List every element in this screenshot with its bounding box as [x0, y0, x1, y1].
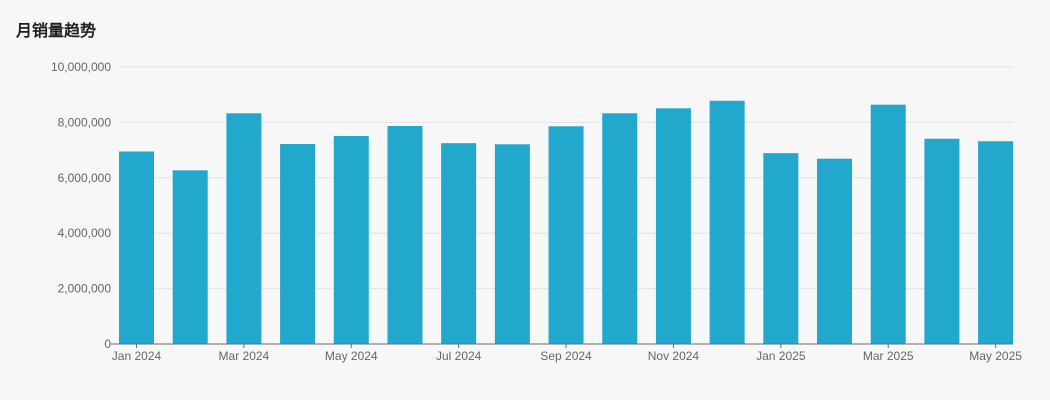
y-tick-label: 6,000,000 [58, 171, 112, 185]
bar-mar-2025 [870, 104, 906, 344]
x-tick-label: Mar 2024 [219, 349, 270, 363]
y-tick-label: 4,000,000 [58, 226, 112, 240]
bar-apr-2024 [280, 144, 316, 344]
y-tick-label: 0 [104, 337, 111, 351]
bar-apr-2025 [924, 138, 960, 344]
x-tick-label: Sep 2024 [540, 349, 592, 363]
bar-jul-2024 [441, 143, 477, 344]
x-tick-label: Nov 2024 [648, 349, 700, 363]
x-tick-label: Mar 2025 [863, 349, 914, 363]
x-tick-label: May 2024 [325, 349, 378, 363]
bar-feb-2025 [817, 158, 853, 344]
bar-may-2024 [333, 135, 369, 344]
bar-mar-2024 [226, 113, 262, 344]
bar-aug-2024 [494, 144, 530, 344]
x-tick-label: Jul 2024 [436, 349, 482, 363]
bar-jan-2024 [119, 151, 154, 344]
bar-dec-2024 [709, 100, 745, 344]
bar-feb-2024 [172, 170, 208, 344]
y-tick-label: 2,000,000 [58, 282, 112, 296]
x-tick-label: May 2025 [969, 349, 1022, 363]
x-tick-label: Jan 2025 [756, 349, 806, 363]
y-tick-label: 8,000,000 [58, 115, 112, 129]
bar-sep-2024 [548, 126, 584, 344]
bar-jan-2025 [763, 153, 799, 344]
bar-nov-2024 [655, 108, 691, 344]
y-tick-label: 10,000,000 [51, 60, 111, 74]
bar-may-2025 [978, 141, 1014, 344]
bars [119, 100, 1014, 344]
bar-oct-2024 [602, 113, 638, 344]
x-axis: Jan 2024 Mar 2024 May 2024 Jul 2024 Sep 2024… [111, 343, 1022, 363]
x-tick-label: Jan 2024 [112, 349, 162, 363]
bar-jun-2024 [387, 126, 423, 344]
y-axis: 0 2,000,000 4,000,000 6,000,000 8,000,000 10,… [51, 60, 111, 351]
chart-title: 月销量趋势 [16, 21, 97, 40]
